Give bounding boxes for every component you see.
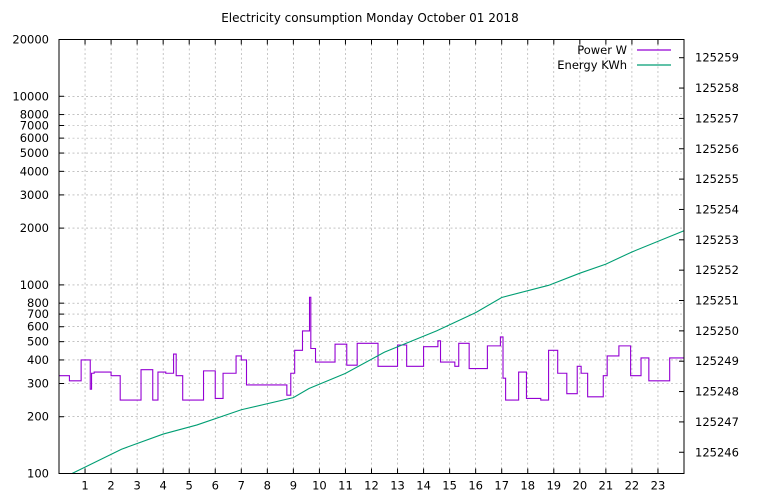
y-left-tick-label: 200 xyxy=(27,410,49,424)
y-right-tick-label: 125246 xyxy=(695,445,739,459)
x-tick-label: 10 xyxy=(312,479,327,493)
x-tick-label: 11 xyxy=(338,479,353,493)
series-energy-line xyxy=(71,230,685,474)
y-left-tick-label: 800 xyxy=(27,296,49,310)
y-left-tick-label: 20000 xyxy=(12,33,49,47)
y-left-tick-label: 6000 xyxy=(20,131,49,145)
x-tick-label: 5 xyxy=(186,479,193,493)
y-left-tick-label: 3000 xyxy=(20,188,49,202)
x-tick-label: 21 xyxy=(599,479,614,493)
chart-title: Electricity consumption Monday October 0… xyxy=(221,11,519,25)
y-right-tick-label: 125249 xyxy=(695,354,739,368)
y-left-tick-label: 600 xyxy=(27,320,49,334)
series-power-line xyxy=(59,296,684,401)
x-tick-label: 18 xyxy=(520,479,535,493)
x-tick-label: 8 xyxy=(264,479,271,493)
y-right-tick-label: 125251 xyxy=(695,294,739,308)
y-left-tick-label: 10000 xyxy=(12,89,49,103)
y-left-tick-label: 300 xyxy=(27,377,49,391)
x-tick-label: 20 xyxy=(573,479,588,493)
legend-energy-label: Energy KWh xyxy=(557,58,627,72)
y-right-tick-label: 125258 xyxy=(695,81,739,95)
x-tick-label: 14 xyxy=(416,479,431,493)
x-tick-label: 9 xyxy=(290,479,297,493)
y-left-tick-label: 500 xyxy=(27,335,49,349)
x-tick-label: 12 xyxy=(364,479,379,493)
x-tick-label: 4 xyxy=(160,479,167,493)
legend-power-label: Power W xyxy=(577,43,627,57)
series-layer xyxy=(59,230,685,474)
x-tick-label: 22 xyxy=(625,479,640,493)
y-right-tick-label: 125254 xyxy=(695,202,739,216)
y-left-tick-label: 100 xyxy=(27,467,49,481)
y-left-tick-label: 5000 xyxy=(20,146,49,160)
y-right-tick-label: 125259 xyxy=(695,51,739,65)
grid-lines xyxy=(59,39,684,474)
y-left-tick-label: 4000 xyxy=(20,164,49,178)
y-right-tick-label: 125250 xyxy=(695,324,739,338)
x-tick-label: 1 xyxy=(81,479,88,493)
y-right-tick-label: 125256 xyxy=(695,142,739,156)
y-left-tick-label: 8000 xyxy=(20,108,49,122)
x-tick-label: 23 xyxy=(651,479,666,493)
x-tick-label: 15 xyxy=(442,479,457,493)
y-left-tick-label: 700 xyxy=(27,307,49,321)
y-right-tick-label: 125253 xyxy=(695,233,739,247)
x-tick-label: 19 xyxy=(546,479,561,493)
y-right-tick-label: 125255 xyxy=(695,172,739,186)
legend: Power W Energy KWh xyxy=(557,43,671,72)
axis-ticks: 1 2 3 4 5 6 7 8 9 10 11 12 13 14 15 16 17 18 19 20 21 22 23100… xyxy=(12,33,739,493)
x-tick-label: 6 xyxy=(212,479,219,493)
y-left-tick-label: 1000 xyxy=(20,278,49,292)
x-tick-label: 7 xyxy=(238,479,245,493)
y-right-tick-label: 125248 xyxy=(695,385,739,399)
y-right-tick-label: 125252 xyxy=(695,263,739,277)
y-right-tick-label: 125257 xyxy=(695,111,739,125)
y-left-tick-label: 7000 xyxy=(20,118,49,132)
y-right-tick-label: 125247 xyxy=(695,415,739,429)
y-left-tick-label: 400 xyxy=(27,353,49,367)
x-tick-label: 16 xyxy=(468,479,483,493)
x-tick-label: 2 xyxy=(107,479,114,493)
x-tick-label: 17 xyxy=(494,479,509,493)
x-tick-label: 3 xyxy=(133,479,140,493)
y-left-tick-label: 2000 xyxy=(20,221,49,235)
x-tick-label: 13 xyxy=(390,479,405,493)
